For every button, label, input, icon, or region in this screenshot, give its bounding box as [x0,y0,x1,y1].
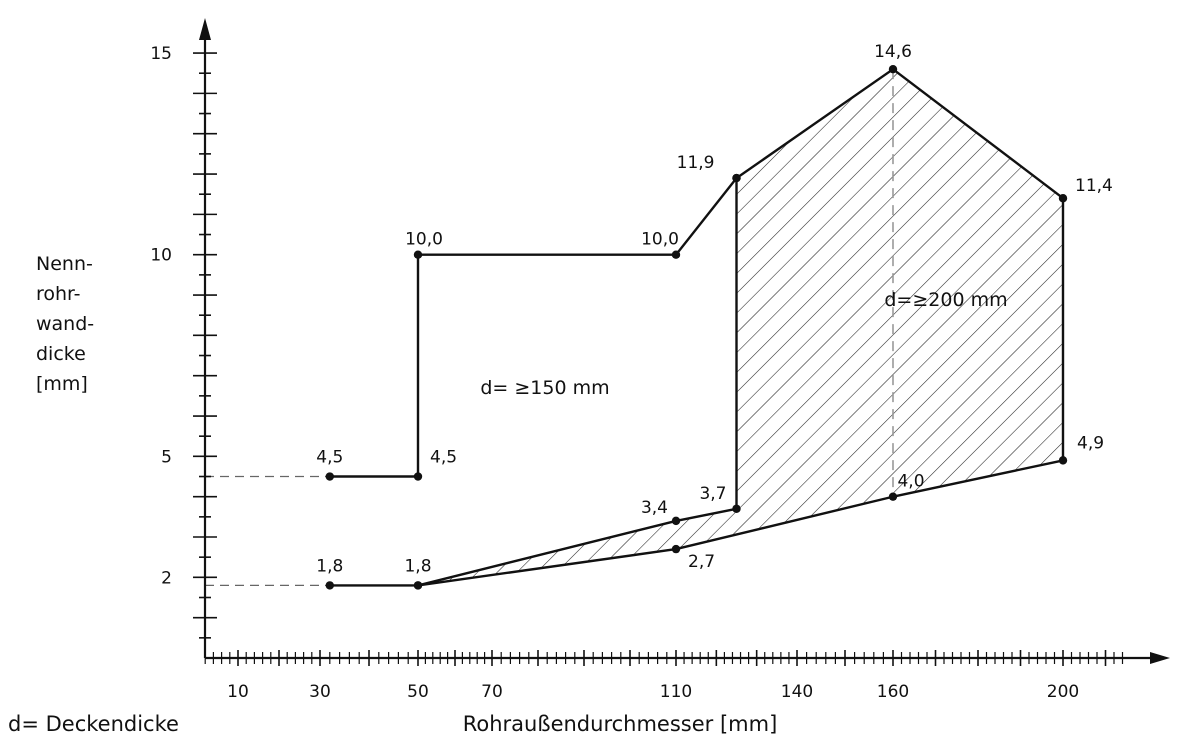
x-tick-label: 10 [227,682,249,702]
x-tick-label: 30 [309,682,331,702]
x-tick-label: 50 [407,682,429,702]
data-point [671,250,681,259]
data-label: 4,5 [316,448,343,468]
hatched-region-d200 [418,69,1063,586]
y-axis-title-line: Nenn- [36,253,93,275]
data-label: 1,8 [404,556,431,576]
y-axis-arrow [199,18,211,40]
y-tick-label: 2 [161,568,172,588]
data-point [888,64,898,74]
data-label: 10,0 [641,230,679,250]
y-axis-title-line: wand- [36,313,94,335]
data-point [1058,194,1068,203]
data-label: 4,0 [897,472,924,492]
x-tick-label: 140 [781,682,813,702]
data-point [413,472,423,481]
y-tick-label: 10 [150,246,172,266]
footnote-deckendicke: d= Deckendicke [8,712,179,736]
x-tick-label: 200 [1047,682,1079,702]
data-point [888,492,898,501]
x-tick-label: 110 [660,682,692,702]
data-point [732,173,741,183]
y-axis-title-line: [mm] [36,373,88,395]
data-point [732,504,741,513]
data-label: 3,4 [641,498,668,518]
data-label: 10,0 [405,230,443,250]
x-tick-label: 70 [481,682,503,702]
data-point [671,544,681,554]
data-point [325,581,334,590]
data-point [413,250,423,259]
region-label-d150: d= ≥150 mm [480,377,609,399]
data-label: 11,4 [1075,176,1113,196]
data-label: 1,8 [316,556,343,576]
x-axis-title: Rohraußendurchmesser [mm] [463,712,778,736]
data-label: 4,5 [430,448,457,468]
data-label: 3,7 [699,484,726,504]
x-axis-arrow [1150,652,1170,664]
data-point [671,516,681,526]
y-tick-label: 5 [161,447,172,467]
data-point [325,472,334,481]
y-axis-title-line: dicke [36,343,86,365]
data-label: 14,6 [874,42,912,62]
data-point [1058,456,1068,465]
region-label-d200: d=≥200 mm [884,289,1007,311]
x-tick-label: 160 [877,682,909,702]
y-tick-label: 15 [150,44,172,64]
data-label: 11,9 [677,153,715,173]
data-label: 2,7 [688,552,715,572]
data-label: 4,9 [1077,433,1104,453]
y-axis-title-line: rohr- [36,283,81,305]
data-point [413,581,423,590]
